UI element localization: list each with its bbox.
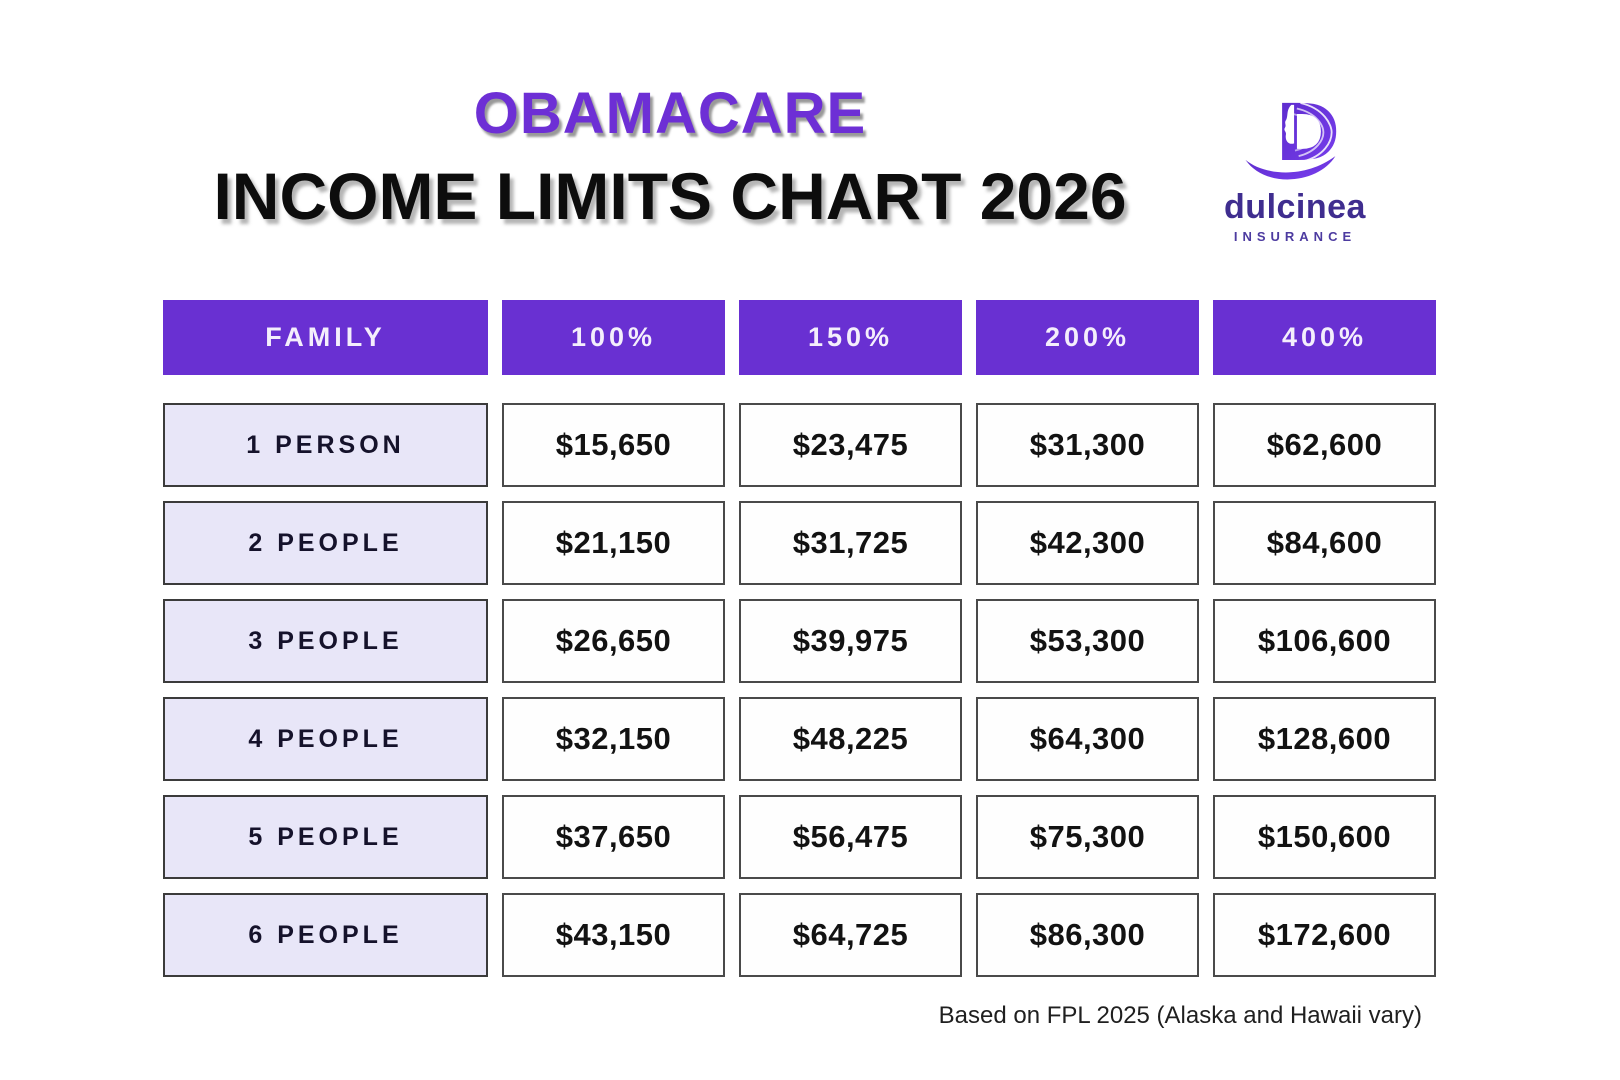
cell-5people-400: $150,600 (1213, 795, 1436, 879)
cell-6people-200: $86,300 (976, 893, 1199, 977)
cell-6people-150: $64,725 (739, 893, 962, 977)
cell-4people-200: $64,300 (976, 697, 1199, 781)
row-label-1-person: 1 PERSON (163, 403, 488, 487)
cell-1person-100: $15,650 (502, 403, 725, 487)
cell-3people-400: $106,600 (1213, 599, 1436, 683)
row-label-4-people: 4 PEOPLE (163, 697, 488, 781)
brand-logo: D dulcinea INSURANCE (1195, 88, 1395, 244)
cell-3people-100: $26,650 (502, 599, 725, 683)
cell-4people-100: $32,150 (502, 697, 725, 781)
cell-4people-150: $48,225 (739, 697, 962, 781)
cell-2people-200: $42,300 (976, 501, 1199, 585)
row-label-5-people: 5 PEOPLE (163, 795, 488, 879)
title-obamacare: OBAMACARE (473, 81, 867, 146)
column-header-400: 400% (1213, 300, 1436, 375)
column-header-100: 100% (502, 300, 725, 375)
title-block: OBAMACARE INCOME LIMITS CHART 2026 (0, 82, 1340, 232)
cell-4people-400: $128,600 (1213, 697, 1436, 781)
logo-brand-name: dulcinea (1224, 188, 1366, 226)
table-body: 1 PERSON $15,650 $23,475 $31,300 $62,600… (163, 403, 1436, 977)
table-header-row: FAMILY 100% 150% 200% 400% (163, 300, 1436, 375)
cell-5people-100: $37,650 (502, 795, 725, 879)
logo-tagline: INSURANCE (1233, 229, 1357, 244)
cell-2people-400: $84,600 (1213, 501, 1436, 585)
cell-1person-200: $31,300 (976, 403, 1199, 487)
cell-5people-150: $56,475 (739, 795, 962, 879)
dulcinea-d-icon: D (1245, 88, 1340, 180)
column-header-150: 150% (739, 300, 962, 375)
fpl-footnote: Based on FPL 2025 (Alaska and Hawaii var… (938, 1002, 1422, 1029)
row-label-2-people: 2 PEOPLE (163, 501, 488, 585)
cell-1person-400: $62,600 (1213, 403, 1436, 487)
cell-5people-200: $75,300 (976, 795, 1199, 879)
cell-2people-100: $21,150 (502, 501, 725, 585)
cell-6people-100: $43,150 (502, 893, 725, 977)
cell-6people-400: $172,600 (1213, 893, 1436, 977)
svg-text:D: D (1275, 88, 1340, 179)
cell-1person-150: $23,475 (739, 403, 962, 487)
column-header-200: 200% (976, 300, 1199, 375)
row-label-3-people: 3 PEOPLE (163, 599, 488, 683)
column-header-family: FAMILY (163, 300, 488, 375)
cell-3people-200: $53,300 (976, 599, 1199, 683)
page-title: INCOME LIMITS CHART 2026 (213, 158, 1127, 233)
cell-3people-150: $39,975 (739, 599, 962, 683)
row-label-6-people: 6 PEOPLE (163, 893, 488, 977)
cell-2people-150: $31,725 (739, 501, 962, 585)
